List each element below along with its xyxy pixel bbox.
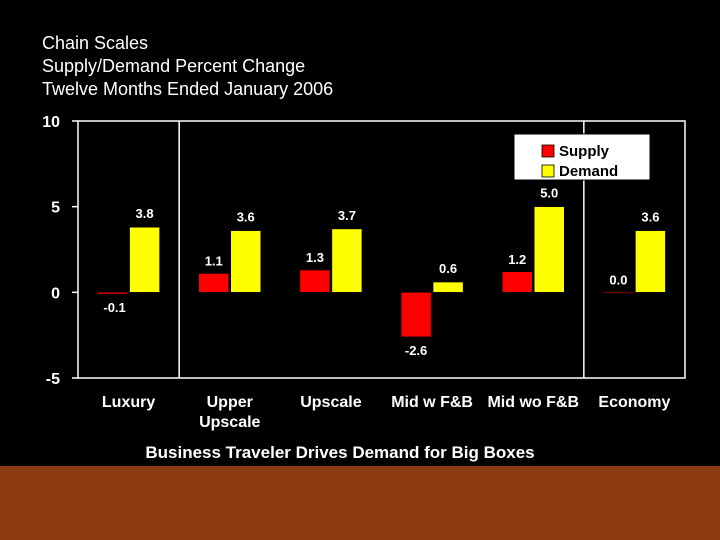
- bar-demand: [331, 228, 363, 293]
- legend-swatch-supply: [541, 144, 555, 158]
- data-label-demand: 5.0: [540, 186, 558, 201]
- chart-caption: Business Traveler Drives Demand for Big …: [145, 443, 535, 462]
- bar-demand: [129, 226, 160, 293]
- data-label-demand: 3.8: [136, 206, 154, 221]
- category-label: Luxury: [102, 394, 155, 411]
- category-label: Mid wo F&B: [487, 394, 579, 411]
- category-label: Mid w F&B: [391, 394, 473, 411]
- bar-supply: [198, 273, 229, 293]
- data-label-supply: 1.3: [306, 250, 324, 265]
- data-label-demand: 3.6: [237, 210, 255, 225]
- legend-label-demand: Demand: [559, 163, 618, 180]
- title-line-1: Chain Scales: [42, 33, 149, 53]
- data-label-supply: -0.1: [103, 300, 125, 315]
- category-label: Upper: [207, 394, 253, 411]
- y-tick-label: 0: [51, 285, 60, 302]
- bar-demand: [635, 230, 666, 293]
- data-label-supply: 0.0: [609, 272, 627, 287]
- bar-chart: 10 5 0 -5 -0.1 3.8 Luxury 1.1 3.6 Upper Upscale 1.3…: [42, 114, 686, 431]
- y-tick-label: 10: [42, 114, 60, 131]
- title-line-3: Twelve Months Ended January 2006: [42, 79, 334, 99]
- bar-supply: [400, 292, 432, 338]
- bar-demand: [432, 281, 464, 293]
- legend-swatch-demand: [541, 164, 555, 178]
- category-label: Upscale: [199, 414, 260, 431]
- legend-box: [513, 133, 651, 181]
- chart-title: Chain Scales Supply/Demand Percent Chang…: [42, 32, 333, 101]
- legend-label-supply: Supply: [559, 143, 610, 160]
- data-label-supply: 1.2: [508, 252, 526, 267]
- title-line-2: Supply/Demand Percent Change: [42, 56, 306, 76]
- y-tick-label: -5: [46, 371, 60, 388]
- bar-supply: [603, 292, 634, 294]
- data-label-demand: 0.6: [439, 261, 457, 276]
- data-label-demand: 3.6: [641, 210, 659, 225]
- y-tick-label: 5: [51, 200, 60, 217]
- category-label: Upscale: [300, 394, 361, 411]
- bar-supply: [299, 269, 331, 293]
- data-label-demand: 3.7: [338, 208, 356, 223]
- bar-demand: [230, 230, 261, 293]
- data-label-supply: -2.6: [405, 343, 427, 358]
- bar-supply: [97, 292, 128, 295]
- footer-band: [0, 466, 720, 540]
- plot-frame: [77, 120, 686, 379]
- category-label: Economy: [598, 394, 670, 411]
- data-label-supply: 1.1: [205, 253, 223, 268]
- bar-demand: [534, 206, 565, 293]
- bar-supply: [502, 271, 533, 293]
